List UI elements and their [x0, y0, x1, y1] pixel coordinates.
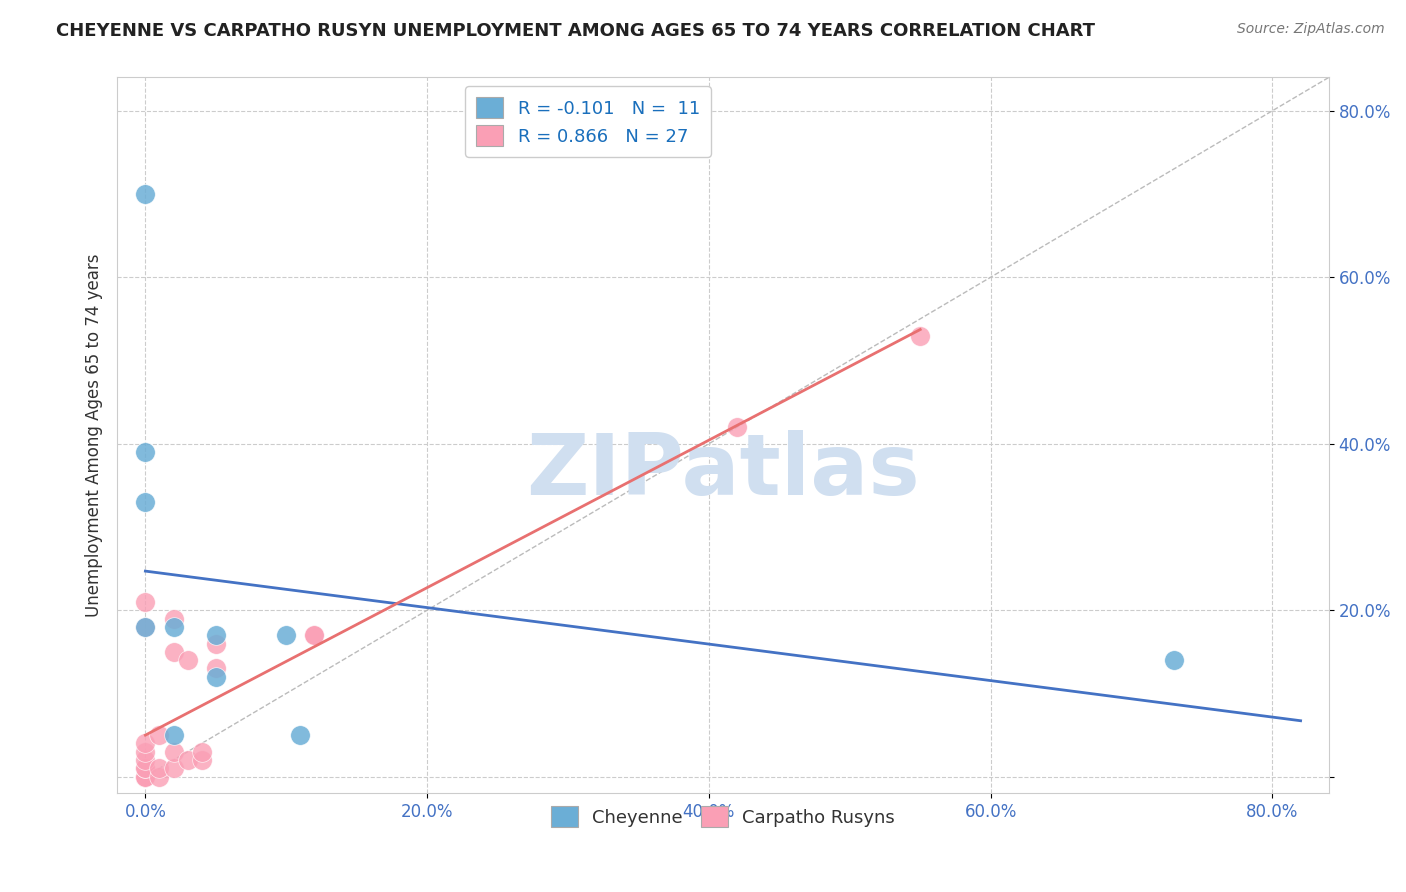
Point — [304, 628, 326, 642]
Point — [276, 628, 298, 642]
Point — [134, 770, 156, 784]
Point — [190, 745, 212, 759]
Text: ZIPatlas: ZIPatlas — [526, 430, 920, 513]
Point — [134, 745, 156, 759]
Point — [134, 761, 156, 775]
Text: CHEYENNE VS CARPATHO RUSYN UNEMPLOYMENT AMONG AGES 65 TO 74 YEARS CORRELATION CH: CHEYENNE VS CARPATHO RUSYN UNEMPLOYMENT … — [56, 22, 1095, 40]
Point — [162, 645, 184, 659]
Point — [204, 661, 226, 675]
Point — [134, 495, 156, 509]
Point — [134, 445, 156, 459]
Text: Source: ZipAtlas.com: Source: ZipAtlas.com — [1237, 22, 1385, 37]
Point — [176, 753, 198, 767]
Point — [162, 611, 184, 625]
Point — [162, 620, 184, 634]
Point — [134, 620, 156, 634]
Point — [290, 728, 312, 742]
Point — [148, 728, 170, 742]
Point — [134, 770, 156, 784]
Point — [148, 761, 170, 775]
Point — [1163, 653, 1185, 667]
Point — [134, 770, 156, 784]
Point — [204, 628, 226, 642]
Point — [725, 420, 748, 434]
Legend: Cheyenne, Carpatho Rusyns: Cheyenne, Carpatho Rusyns — [544, 799, 903, 834]
Point — [176, 653, 198, 667]
Point — [134, 736, 156, 750]
Point — [204, 636, 226, 650]
Point — [134, 753, 156, 767]
Point — [162, 745, 184, 759]
Point — [134, 761, 156, 775]
Point — [134, 595, 156, 609]
Y-axis label: Unemployment Among Ages 65 to 74 years: Unemployment Among Ages 65 to 74 years — [86, 253, 103, 617]
Point — [134, 620, 156, 634]
Point — [162, 761, 184, 775]
Point — [190, 753, 212, 767]
Point — [162, 728, 184, 742]
Point — [204, 670, 226, 684]
Point — [908, 328, 931, 343]
Point — [134, 186, 156, 201]
Point — [148, 770, 170, 784]
Point — [304, 628, 326, 642]
